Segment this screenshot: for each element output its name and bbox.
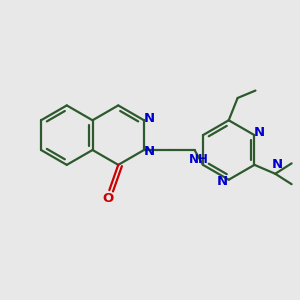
Text: N: N bbox=[144, 112, 155, 125]
Text: N: N bbox=[217, 175, 228, 188]
Text: N: N bbox=[272, 158, 283, 171]
Text: N: N bbox=[144, 145, 155, 158]
Text: N: N bbox=[254, 126, 266, 139]
Text: O: O bbox=[102, 192, 113, 205]
Text: NH: NH bbox=[189, 153, 209, 166]
